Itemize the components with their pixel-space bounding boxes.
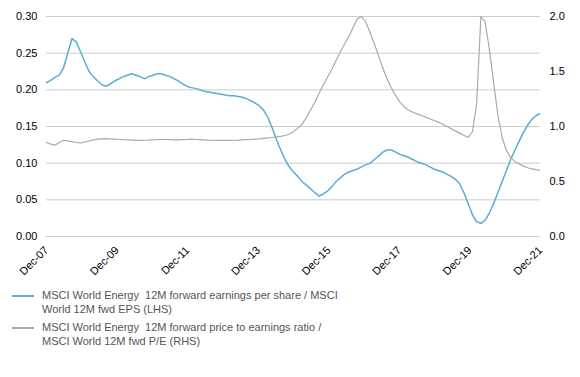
svg-text:0.10: 0.10: [16, 157, 37, 169]
svg-text:Dec-09: Dec-09: [87, 244, 121, 278]
svg-text:Dec-11: Dec-11: [159, 244, 192, 277]
html-text:MSCI World Energy 12M forward: MSCI World Energy 12M forward earnings p…: [42, 289, 338, 315]
svg-text:Dec-17: Dec-17: [370, 244, 404, 278]
svg-text:0.25: 0.25: [16, 47, 37, 59]
svg-text:0.0: 0.0: [550, 230, 565, 242]
svg-text:0.20: 0.20: [16, 83, 37, 95]
svg-text:0.00: 0.00: [16, 230, 37, 242]
svg-text:Dec-13: Dec-13: [229, 244, 263, 278]
svg-text:2.0: 2.0: [550, 10, 565, 22]
html-text:MSCI World Energy 12M forward: MSCI World Energy 12M forward price to e…: [42, 321, 322, 347]
svg-text:1.0: 1.0: [550, 120, 565, 132]
svg-text:Dec-21: Dec-21: [511, 244, 545, 278]
svg-text:0.5: 0.5: [550, 175, 565, 187]
svg-text:1.5: 1.5: [550, 65, 565, 77]
svg-text:0.05: 0.05: [16, 193, 37, 205]
svg-text:Dec-15: Dec-15: [299, 244, 333, 278]
svg-text:Dec-07: Dec-07: [17, 244, 51, 278]
svg-text:0.15: 0.15: [16, 120, 37, 132]
svg-text:0.30: 0.30: [16, 10, 37, 22]
svg-text:Dec-19: Dec-19: [440, 244, 474, 278]
